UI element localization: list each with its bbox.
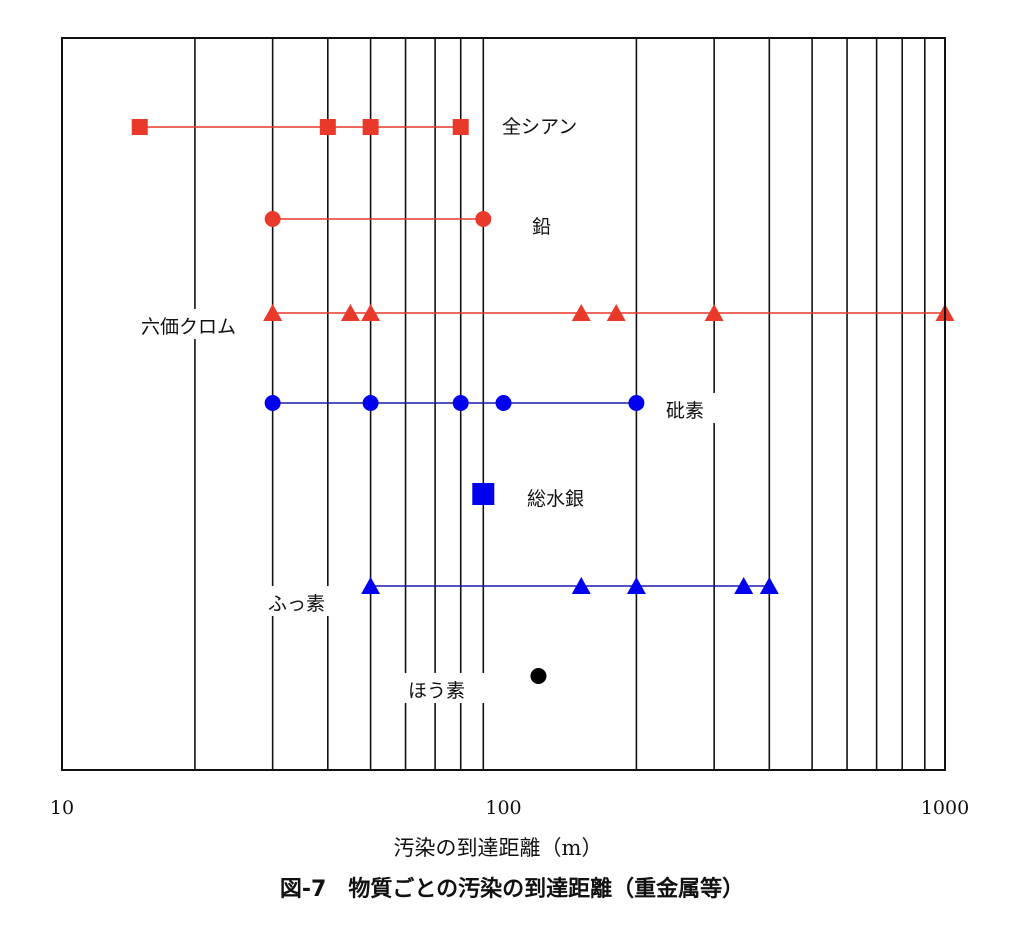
- data-point: [628, 395, 645, 411]
- series-label: 全シアン: [502, 116, 577, 138]
- x-axis-title: 汚染の到達距離（m）: [394, 836, 603, 860]
- data-point: [264, 211, 281, 227]
- data-point: [362, 395, 379, 411]
- plot-frame: [61, 37, 946, 771]
- series-2: [263, 304, 955, 321]
- series-5: [361, 577, 779, 594]
- data-point: [734, 577, 754, 594]
- series-label: ほう素: [408, 680, 465, 702]
- series-4: [472, 483, 495, 505]
- data-point: [361, 304, 381, 321]
- data-point: [263, 304, 283, 321]
- data-point: [472, 483, 495, 505]
- series-label-bg: [262, 586, 350, 616]
- series-label: 六価クロム: [141, 316, 236, 338]
- series-layer: [131, 119, 955, 684]
- x-tick-label: 1000: [921, 797, 969, 819]
- data-point: [319, 119, 336, 135]
- data-point: [626, 577, 646, 594]
- series-label-bg: [521, 481, 609, 511]
- data-point: [362, 119, 379, 135]
- data-point: [571, 577, 591, 594]
- series-label-bg: [102, 309, 242, 339]
- series-label-bg: [660, 393, 722, 423]
- series-label: 砒素: [666, 400, 704, 422]
- data-point: [759, 577, 779, 594]
- series-label: 鉛: [532, 216, 551, 238]
- grid: [194, 38, 926, 770]
- x-tick-label: 10: [50, 797, 74, 819]
- data-point: [131, 119, 148, 135]
- data-point: [452, 119, 469, 135]
- series-label-bg: [496, 109, 616, 139]
- data-point: [475, 211, 492, 227]
- data-point: [606, 304, 626, 321]
- series-label-bg: [402, 673, 490, 703]
- data-point: [704, 304, 724, 321]
- series-6: [530, 668, 547, 684]
- data-point: [340, 304, 360, 321]
- figure-title: 図-7 物質ごとの汚染の到達距離（重金属等）: [280, 876, 744, 902]
- series-3: [264, 395, 645, 411]
- series-label: ふっ素: [268, 593, 325, 615]
- data-point: [530, 668, 547, 684]
- data-point: [264, 395, 281, 411]
- series-0: [131, 119, 469, 135]
- data-point: [361, 577, 381, 594]
- data-point: [452, 395, 469, 411]
- series-label: 総水銀: [527, 488, 584, 510]
- series-label-bg: [526, 209, 568, 239]
- data-point: [495, 395, 512, 411]
- x-tick-labels: 10 100 1000: [50, 797, 969, 819]
- series-1: [264, 211, 492, 227]
- data-point: [571, 304, 591, 321]
- x-tick-label: 100: [485, 797, 521, 819]
